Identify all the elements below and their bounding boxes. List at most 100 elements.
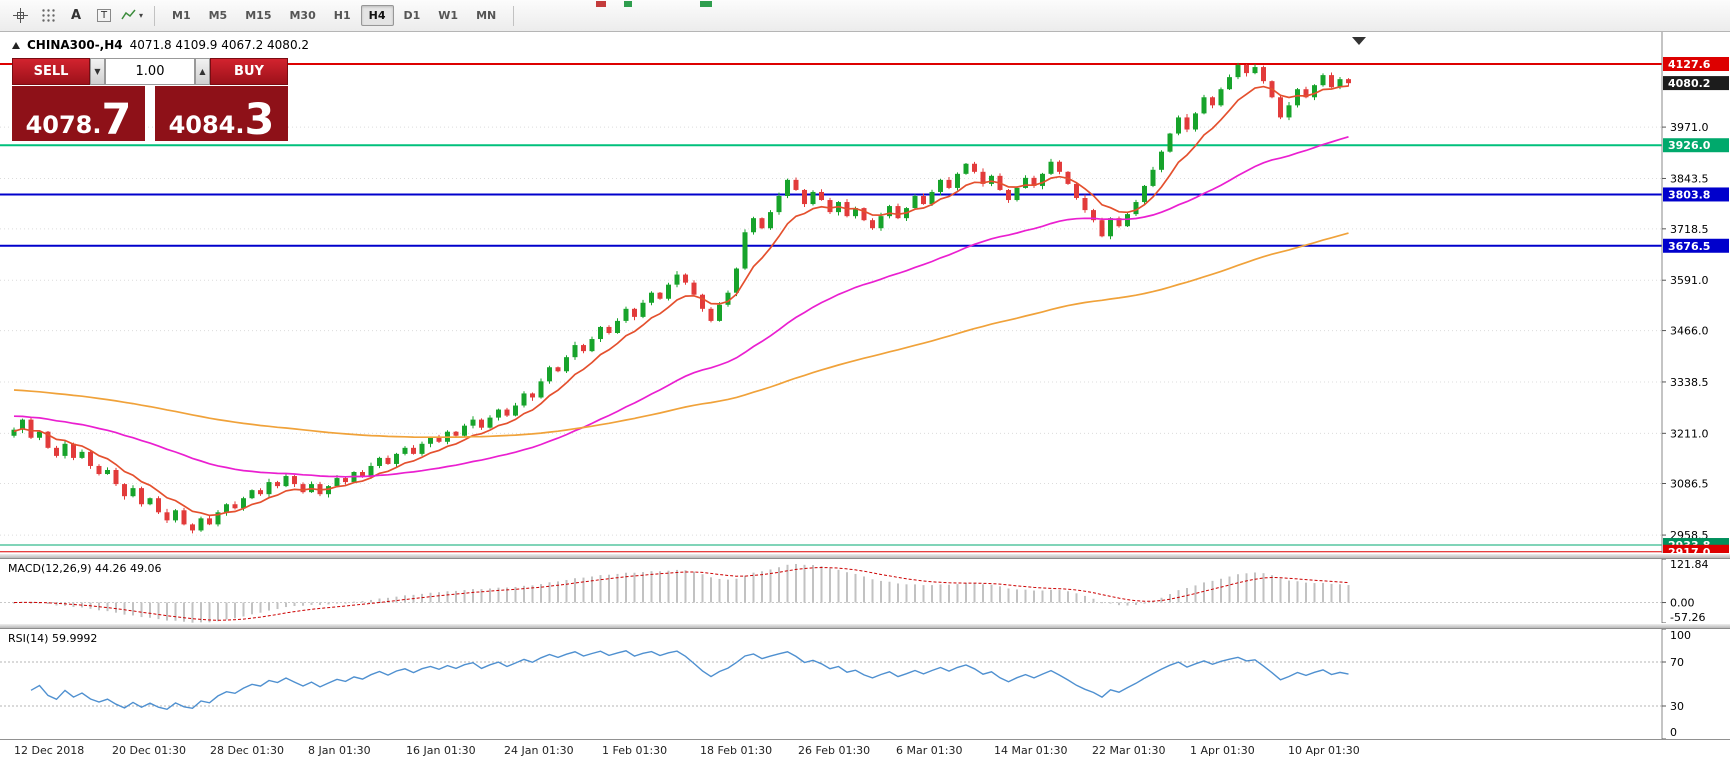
timeframe-m5[interactable]: M5	[208, 9, 228, 22]
price-axis-label: 3466.0	[1670, 325, 1709, 338]
macd-histogram-bar	[13, 602, 15, 604]
candle	[504, 409, 510, 416]
macd-histogram-bar	[803, 564, 806, 603]
macd-histogram-bar	[395, 596, 398, 603]
grid-icon[interactable]	[35, 4, 61, 28]
pane-splitter-2[interactable]	[0, 623, 1730, 629]
candle	[1014, 187, 1020, 201]
macd-histogram-bar	[1177, 590, 1180, 603]
textbox-icon[interactable]: T	[91, 4, 117, 28]
macd-histogram-bar	[854, 573, 857, 603]
macd-histogram-bar	[922, 585, 925, 603]
macd-histogram-bar	[1237, 574, 1239, 603]
macd-histogram-bar	[276, 602, 279, 610]
bid-price-pip: 7	[101, 94, 132, 145]
timeframe-m30[interactable]: M30	[289, 9, 316, 22]
macd-histogram-bar	[1101, 602, 1103, 604]
symbol-name: CHINA300-,H4	[27, 38, 123, 52]
macd-histogram-bar	[829, 568, 831, 603]
text-icon[interactable]: A	[70, 8, 82, 23]
candle	[1261, 67, 1266, 82]
macd-axis-label: 121.84	[1670, 559, 1709, 571]
date-label: 28 Dec 01:30	[210, 744, 284, 757]
macd-histogram-bar	[200, 602, 202, 623]
macd-histogram-bar	[676, 569, 678, 603]
candle	[581, 345, 586, 352]
candle	[725, 292, 731, 305]
candle	[326, 486, 331, 495]
candle	[487, 417, 493, 428]
macd-histogram-bar	[1041, 590, 1044, 603]
candle	[428, 437, 433, 444]
macd-histogram-bar	[1313, 583, 1316, 603]
candle	[708, 308, 714, 321]
candle	[819, 191, 824, 201]
timeframe-mn[interactable]: MN	[476, 9, 497, 22]
timeframe-h4[interactable]: H4	[360, 5, 394, 26]
ask-price[interactable]: 4084. 3	[155, 86, 288, 141]
macd-histogram-bar	[820, 566, 823, 603]
macd-histogram-bar	[574, 578, 576, 603]
macd-histogram-bar	[1194, 585, 1197, 603]
volume-decrease-button[interactable]: ▼	[90, 58, 105, 85]
candle	[538, 381, 544, 398]
macd-histogram-bar	[344, 602, 347, 604]
price-chart-pane[interactable]: 3971.0 3843.5 3718.5 3591.0 3466.0 3338.5 3211…	[0, 32, 1730, 553]
macd-histogram-bar	[387, 597, 389, 603]
pane-splitter-1[interactable]	[0, 553, 1730, 559]
timeframe-m1[interactable]: M1	[172, 9, 191, 22]
candle	[759, 218, 765, 229]
candle	[810, 191, 816, 205]
macd-histogram-bar	[565, 579, 568, 603]
bid-price[interactable]: 4078. 7	[12, 86, 145, 141]
candle	[938, 179, 943, 192]
date-label: 24 Jan 01:30	[504, 744, 574, 757]
candle	[1346, 79, 1351, 84]
candle	[606, 326, 612, 333]
rsi-axis-label: 100	[1670, 629, 1691, 642]
sell-button[interactable]: SELL	[12, 58, 90, 85]
volume-increase-button[interactable]: ▲	[195, 58, 210, 85]
macd-indicator-pane[interactable]: 121.84 0.00-57.26	[0, 559, 1730, 623]
macd-histogram-bar	[259, 602, 262, 613]
indicators-icon[interactable]: ▾	[119, 4, 145, 28]
candle	[1099, 220, 1105, 237]
candle	[147, 498, 153, 505]
timeframe-d1[interactable]: D1	[403, 9, 421, 22]
price-badge-label: 4080.2	[1668, 77, 1710, 90]
macd-histogram-bar	[871, 579, 874, 603]
timeframe-w1[interactable]: W1	[438, 9, 459, 22]
date-label: 16 Jan 01:30	[406, 744, 476, 757]
price-axis-label: 3086.5	[1670, 477, 1709, 490]
macd-histogram-bar	[149, 602, 151, 618]
date-axis[interactable]: 12 Dec 2018 20 Dec 01:30 28 Dec 01:30 8 Jan…	[0, 739, 1730, 761]
candle	[1023, 177, 1028, 188]
macd-histogram-bar	[1279, 578, 1282, 603]
rsi-axis-label: 30	[1670, 700, 1684, 713]
macd-histogram-bar	[1262, 573, 1265, 603]
candle	[190, 524, 195, 531]
macd-histogram-bar	[319, 602, 321, 605]
rsi-indicator-pane[interactable]: 100 70 30 0	[0, 629, 1730, 739]
buy-button[interactable]: BUY	[210, 58, 288, 85]
macd-histogram-bar	[336, 602, 338, 604]
macd-histogram-bar	[123, 602, 126, 615]
macd-histogram-bar	[939, 584, 942, 603]
candle	[717, 304, 722, 321]
candle	[1116, 218, 1122, 227]
macd-histogram-bar	[914, 584, 916, 603]
macd-histogram-bar	[268, 602, 270, 611]
candle	[853, 208, 858, 217]
volume-input[interactable]	[105, 58, 195, 85]
candle	[496, 409, 501, 418]
macd-histogram-bar	[1339, 584, 1341, 603]
date-label: 1 Apr 01:30	[1190, 744, 1255, 757]
candle	[419, 443, 425, 454]
crosshair-icon[interactable]	[7, 4, 33, 28]
macd-histogram-bar	[1152, 600, 1154, 603]
candle	[632, 308, 637, 317]
timeframe-m15[interactable]: M15	[245, 9, 272, 22]
macd-histogram-bar	[191, 602, 194, 623]
macd-histogram-bar	[217, 602, 219, 622]
timeframe-h1[interactable]: H1	[333, 9, 351, 22]
